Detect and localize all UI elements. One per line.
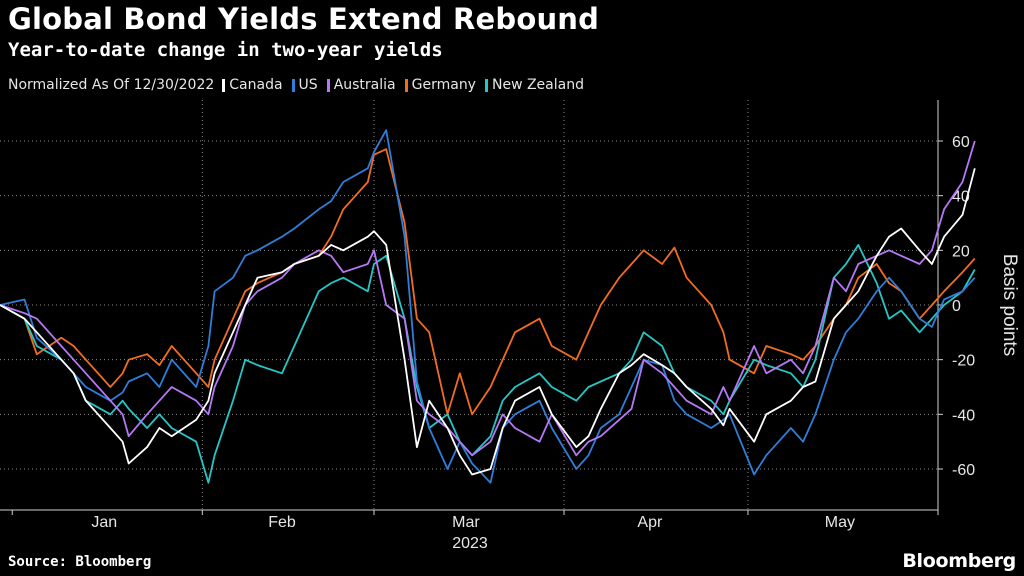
legend: Normalized As Of 12/30/2022 Canada US Au… [8, 77, 593, 93]
x-tick-label: Feb [268, 514, 296, 531]
source-note: Source: Bloomberg [8, 554, 152, 570]
y-tick-label: -40 [952, 407, 975, 424]
legend-swatch-new-zealand [484, 78, 488, 92]
legend-swatch-canada [222, 78, 226, 92]
legend-item-new-zealand: New Zealand [484, 77, 584, 93]
x-tick-label: Apr [637, 514, 663, 531]
x-year-label: 2023 [452, 535, 488, 552]
legend-swatch-us [291, 78, 295, 92]
brand-logo: Bloomberg [902, 550, 1016, 572]
legend-item-germany: Germany [404, 77, 476, 93]
legend-label-canada: Canada [229, 77, 283, 93]
legend-swatch-australia [326, 78, 330, 92]
series-line-australia [0, 140, 976, 457]
y-tick-label: 20 [952, 243, 970, 260]
legend-item-australia: Australia [326, 77, 396, 93]
chart-subtitle: Year-to-date change in two-year yields [8, 39, 443, 61]
y-tick-label: -20 [952, 353, 975, 370]
y-tick-label: 0 [952, 298, 961, 315]
series-line-canada [0, 168, 976, 476]
legend-note: Normalized As Of 12/30/2022 [8, 77, 215, 93]
chart-title: Global Bond Yields Extend Rebound [8, 2, 600, 36]
x-tick-label: Jan [91, 514, 117, 531]
x-tick-label: Mar [452, 514, 480, 531]
legend-label-germany: Germany [411, 77, 476, 93]
x-tick-label: May [825, 514, 855, 531]
legend-label-australia: Australia [333, 77, 396, 93]
legend-label-us: US [298, 77, 318, 93]
legend-item-us: US [291, 77, 318, 93]
y-tick-label: -60 [952, 462, 975, 479]
series-line-new-zealand [0, 244, 976, 484]
legend-swatch-germany [404, 78, 408, 92]
series-line-germany [0, 148, 976, 416]
series-line-us [0, 129, 976, 484]
legend-label-new-zealand: New Zealand [491, 77, 584, 93]
y-axis-title: Basis points [999, 254, 1020, 356]
y-tick-label: 60 [952, 134, 970, 151]
legend-item-canada: Canada [222, 77, 283, 93]
